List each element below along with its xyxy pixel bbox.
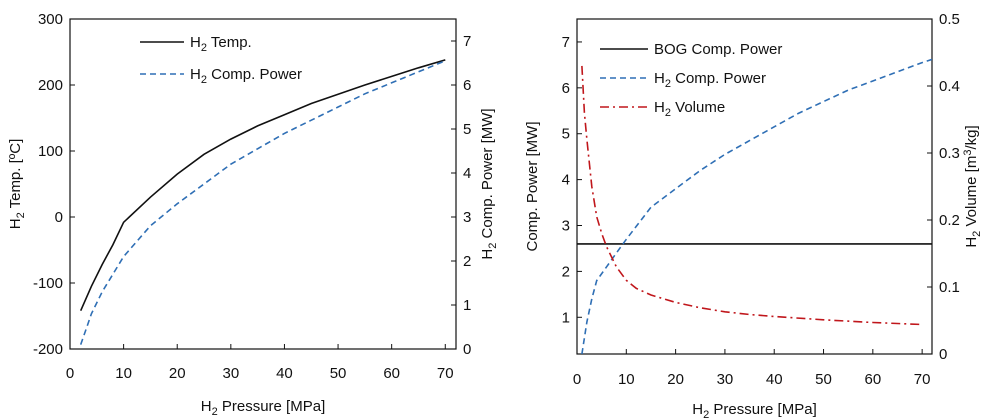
x-tick-label: 10 bbox=[115, 365, 132, 382]
y-left-tick-label: 6 bbox=[562, 80, 570, 97]
x-axis-label: H2 Pressure [MPa] bbox=[692, 401, 817, 420]
y-right-axis-label: H2 Volume [m3/kg] bbox=[962, 125, 983, 247]
y-left-tick-label: 7 bbox=[562, 34, 570, 51]
y-right-tick-label: 1 bbox=[463, 297, 471, 314]
y-left-tick-label: 300 bbox=[38, 11, 63, 28]
x-tick-label: 0 bbox=[573, 371, 581, 388]
series-line-2 bbox=[79, 60, 446, 345]
x-axis-label: H2 Pressure [MPa] bbox=[201, 398, 326, 418]
y-left-tick-label: -100 bbox=[33, 275, 63, 292]
x-tick-label: 10 bbox=[618, 371, 635, 388]
y-left-tick-label: 100 bbox=[38, 143, 63, 160]
x-tick-label: 20 bbox=[667, 371, 684, 388]
y-right-tick-label: 0.2 bbox=[939, 212, 960, 229]
x-tick-label: 20 bbox=[169, 365, 186, 382]
y-right-tick-label: 0.3 bbox=[939, 145, 960, 162]
x-tick-label: 30 bbox=[717, 371, 734, 388]
chart-2: 0 10 20 30 40 50 60 70123456700.10.20.30.40.5H2… bbox=[524, 11, 983, 420]
y-left-tick-label: 4 bbox=[562, 172, 570, 189]
legend-label-2: H2 Comp. Power bbox=[654, 70, 766, 90]
y-left-tick-label: -200 bbox=[33, 341, 63, 358]
x-tick-label: 50 bbox=[330, 365, 347, 382]
y-right-tick-label: 3 bbox=[463, 209, 471, 226]
x-tick-label: 50 bbox=[815, 371, 832, 388]
x-tick-label: 40 bbox=[766, 371, 783, 388]
y-right-axis-label: H2 Comp. Power [MW] bbox=[479, 108, 499, 259]
y-right-tick-label: 0.4 bbox=[939, 78, 960, 95]
y-left-tick-label: 2 bbox=[562, 263, 570, 280]
x-tick-label: 0 bbox=[66, 365, 74, 382]
legend-label-3: H2 Volume bbox=[654, 99, 725, 119]
chart-1: 0 10 20 30 40 50 60 70 -200 -100 0 100 200 300 0 1 2 3 4 5 6… bbox=[7, 11, 499, 418]
y-left-tick-label: 3 bbox=[562, 218, 570, 235]
y-right-tick-label: 6 bbox=[463, 77, 471, 94]
series-line-1 bbox=[79, 59, 446, 312]
y-left-axis-label: H2 Temp. [ºC] bbox=[7, 139, 27, 230]
x-tick-label: 60 bbox=[864, 371, 881, 388]
series-line-2 bbox=[581, 58, 932, 354]
y-right-tick-label: 0 bbox=[463, 341, 471, 358]
y-left-tick-label: 5 bbox=[562, 126, 570, 143]
y-left-tick-label: 1 bbox=[562, 309, 570, 326]
legend-label-1: BOG Comp. Power bbox=[654, 41, 782, 58]
x-tick-label: 70 bbox=[914, 371, 931, 388]
legend-label-1: H2 Temp. bbox=[190, 34, 252, 54]
x-tick-label: 60 bbox=[383, 365, 400, 382]
x-tick-label: 30 bbox=[222, 365, 239, 382]
y-right-tick-label: 7 bbox=[463, 33, 471, 50]
y-left-tick-label: 200 bbox=[38, 77, 63, 94]
legend-label-2: H2 Comp. Power bbox=[190, 66, 302, 86]
y-right-tick-label: 5 bbox=[463, 121, 471, 138]
y-right-tick-label: 0.1 bbox=[939, 279, 960, 296]
plot-frame bbox=[576, 18, 933, 355]
y-left-tick-label: 0 bbox=[55, 209, 63, 226]
y-left-axis-label: Comp. Power [MW] bbox=[524, 121, 541, 251]
y-right-tick-label: 4 bbox=[463, 165, 471, 182]
x-tick-label: 40 bbox=[276, 365, 293, 382]
y-right-tick-label: 2 bbox=[463, 253, 471, 270]
series-line-3 bbox=[581, 65, 923, 326]
y-right-tick-label: 0 bbox=[939, 346, 947, 363]
y-right-tick-label: 0.5 bbox=[939, 11, 960, 28]
x-tick-label: 70 bbox=[437, 365, 454, 382]
plot-frame bbox=[69, 18, 457, 350]
